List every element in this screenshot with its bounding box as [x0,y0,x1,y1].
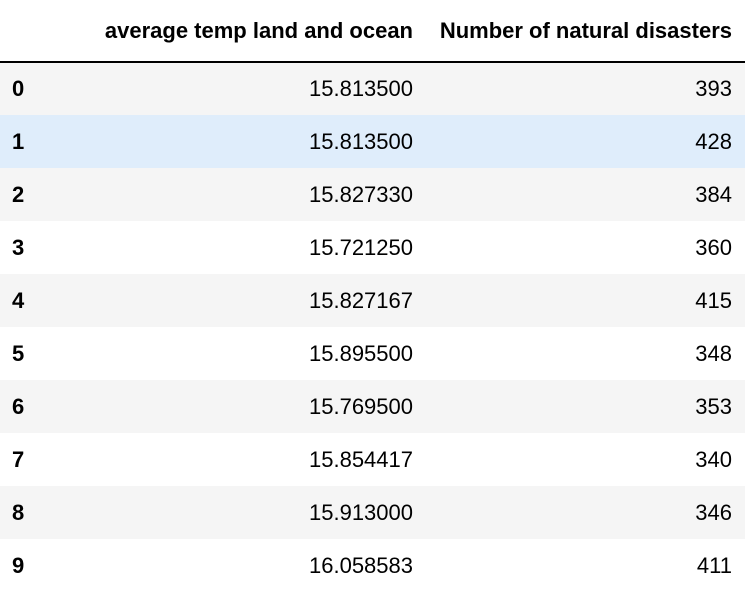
row-index-cell: 4 [12,287,25,313]
dataframe-table: average temp land and ocean Number of na… [0,0,745,592]
row-index-cell: 3 [12,234,25,260]
table-row: 4 15.827167 415 [0,274,745,327]
avg-temp-cell: 15.813500 [309,76,413,101]
avg-temp-cell: 15.827167 [309,287,413,313]
table-row: 0 15.813500 393 [0,62,745,115]
avg-temp-cell: 15.813500 [309,128,413,154]
avg-temp-cell: 15.769500 [309,393,413,419]
avg-temp-cell: 15.913000 [309,499,413,525]
row-index-cell: 6 [12,393,25,419]
disasters-cell: 384 [695,181,732,207]
disasters-cell: 393 [695,76,732,101]
table-row: 9 16.058583 411 [0,539,745,592]
row-index-cell: 1 [12,128,25,154]
row-index-cell: 2 [12,181,25,207]
table-header-row: average temp land and ocean Number of na… [0,0,745,63]
disasters-column-header: Number of natural disasters [426,0,745,63]
table-row: 1 15.813500 428 [0,115,745,168]
row-index-cell: 9 [12,552,25,578]
table-row: 6 15.769500 353 [0,380,745,433]
disasters-cell: 353 [695,393,732,419]
row-index-cell: 8 [12,499,25,525]
disasters-cell: 415 [695,287,732,313]
table-row: 8 15.913000 346 [0,486,745,539]
table-row: 7 15.854417 340 [0,433,745,486]
disasters-cell: 360 [695,234,732,260]
disasters-cell: 348 [695,340,732,366]
table-row: 3 15.721250 360 [0,221,745,274]
table-row: 5 15.895500 348 [0,327,745,380]
avg-temp-column-header: average temp land and ocean [51,0,426,63]
row-index-cell: 0 [12,76,25,101]
disasters-cell: 346 [695,499,732,525]
table-row: 2 15.827330 384 [0,168,745,221]
row-index-cell: 5 [12,340,25,366]
avg-temp-cell: 16.058583 [309,552,413,578]
disasters-cell: 428 [695,128,732,154]
disasters-cell: 411 [696,552,732,578]
avg-temp-cell: 15.827330 [309,181,413,207]
disasters-cell: 340 [695,446,732,472]
avg-temp-cell: 15.721250 [309,234,413,260]
avg-temp-cell: 15.854417 [309,446,413,472]
row-index-cell: 7 [12,446,25,472]
avg-temp-cell: 15.895500 [309,340,413,366]
table-body: 0 15.813500 393 1 15.813500 428 2 15.827330 384 3… [0,62,745,592]
index-column-header [0,0,51,63]
